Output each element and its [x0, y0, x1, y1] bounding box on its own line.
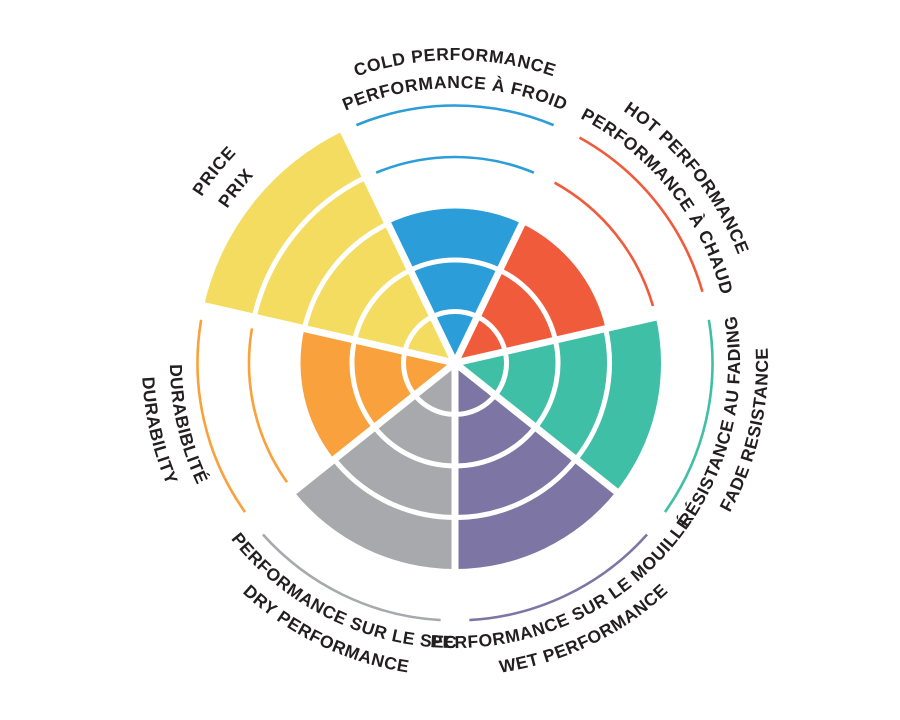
sector-dry-scale-arc	[261, 533, 441, 622]
sector-price-ring-separator	[402, 314, 434, 353]
sector-divider-spoke	[245, 360, 458, 532]
sector-dry-ring-separator	[412, 393, 456, 417]
sector-cold-wedge	[387, 208, 523, 363]
sector-hot-scale-arc	[578, 136, 704, 293]
sector-cold-ring-separator	[409, 257, 501, 273]
scale-arcs-group	[196, 104, 714, 622]
sector-wedges-group	[203, 131, 662, 569]
sector-cold-label-fr: PERFORMANCE À FROID	[339, 72, 570, 114]
sector-price-ring-separator	[301, 221, 390, 330]
sector-durability-ring-separator	[349, 339, 377, 429]
sector-divider-spoke	[195, 300, 456, 367]
sector-cold-ring-separator	[431, 309, 479, 319]
sector-cold-scale-arc	[355, 104, 555, 127]
sector-dry-ring-separator	[332, 457, 456, 520]
sector-wet-wedge	[455, 363, 617, 569]
sector-hot-scale-arc	[553, 181, 655, 307]
sector-price-ring-separator	[352, 267, 412, 341]
sector-dry-ring-separator	[372, 425, 456, 469]
sector-price-wedge	[203, 131, 455, 363]
spoke-separators-group	[195, 122, 715, 629]
sector-fade-ring-separator	[493, 350, 509, 397]
sector-divider-spoke	[452, 360, 665, 532]
sector-fade-ring-separator	[573, 328, 612, 461]
sector-wet-ring-separator	[454, 393, 498, 417]
sector-fade-ring-separator	[533, 339, 561, 429]
sector-cold-scale-arc	[375, 155, 535, 174]
sector-wet-ring-separator	[454, 457, 578, 520]
sector-dry-wedge	[293, 363, 455, 569]
sector-wet-ring-separator	[454, 425, 538, 469]
sector-divider-spoke	[454, 300, 715, 367]
sector-hot-label-en: HOT PERFORMANCE	[621, 98, 754, 257]
sector-durability-ring-separator	[401, 350, 417, 397]
sector-wet-scale-arc	[469, 533, 649, 622]
sector-hot-ring-separator	[498, 267, 558, 341]
sector-durability-wedge	[300, 328, 455, 460]
sector-divider-spoke	[336, 122, 459, 365]
sector-hot-ring-separator	[476, 314, 508, 353]
sector-fade-scale-arc	[663, 319, 714, 513]
sector-durability-scale-arc	[247, 328, 289, 484]
sector-price-ring-separator	[251, 175, 367, 318]
sector-divider-spoke	[451, 122, 574, 365]
ring-separators-group	[251, 175, 612, 520]
sector-durability-scale-arc	[196, 319, 247, 513]
